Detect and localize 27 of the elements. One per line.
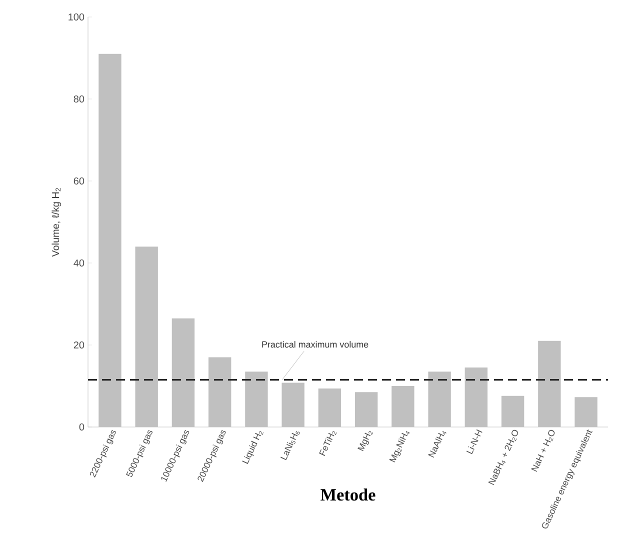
- bar: [135, 246, 158, 427]
- x-tick-label: LaNi$_{5}$H$_{6}$: [280, 431, 300, 460]
- y-tick-label: 80: [74, 95, 84, 103]
- bar: [318, 388, 342, 427]
- x-axis-title: Metode: [320, 488, 376, 501]
- bar: [574, 397, 598, 427]
- bar: [282, 382, 304, 427]
- bar: [538, 340, 561, 427]
- bar: [464, 368, 488, 427]
- x-tick-label: NaH + H$_{2}$O: [531, 430, 555, 472]
- bar: [172, 318, 195, 427]
- bar: [501, 396, 524, 427]
- ref-line-label: Practical maximum volume: [262, 341, 368, 348]
- y-axis-title: Volume, ℓ/kg H$_{2}$: [52, 188, 62, 257]
- bar: [392, 386, 414, 427]
- bar: [245, 372, 268, 427]
- x-tick-label: Mg$_{2}$NiH$_{4}$: [389, 431, 410, 462]
- y-tick-label: 20: [74, 341, 84, 349]
- bar: [428, 372, 451, 427]
- x-tick-label: MgH$_{2}$: [358, 431, 374, 452]
- y-tick-label: 100: [68, 13, 84, 21]
- y-tick-label: 0: [79, 423, 84, 431]
- bar: [354, 392, 378, 427]
- bar: [208, 357, 232, 427]
- bar: [98, 54, 122, 427]
- y-tick-label: 40: [74, 259, 84, 267]
- y-tick-label: 60: [74, 177, 84, 185]
